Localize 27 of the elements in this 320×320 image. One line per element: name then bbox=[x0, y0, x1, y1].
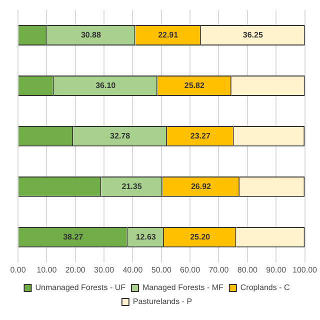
x-tick-label: 80.00 bbox=[237, 265, 258, 274]
data-label: 36.10 bbox=[96, 80, 116, 90]
legend-label: Croplands - C bbox=[240, 283, 290, 292]
legend-label: Managed Forests - MF bbox=[142, 283, 224, 292]
legend-label: Pasturelands - P bbox=[132, 297, 192, 306]
x-tick-label: 0.00 bbox=[10, 265, 26, 274]
x-tick-label: 30.00 bbox=[94, 265, 115, 274]
data-label: 38.27 bbox=[63, 232, 84, 242]
x-tick-label: 100.00 bbox=[292, 265, 318, 274]
legend-label: Unmanaged Forests - UF bbox=[35, 283, 126, 292]
data-label: 36.25 bbox=[242, 30, 264, 40]
data-label: 12.63 bbox=[136, 232, 156, 242]
data-label: 25.20 bbox=[190, 232, 211, 242]
x-tick-label: 70.00 bbox=[208, 265, 230, 274]
x-tick-label: 60.00 bbox=[180, 265, 201, 274]
x-tick-label: 90.00 bbox=[266, 265, 287, 274]
x-tick-label: 50.00 bbox=[151, 265, 172, 274]
x-tick-label: 20.00 bbox=[65, 265, 86, 274]
data-label: 30.88 bbox=[80, 30, 102, 40]
x-tick-label: 10.00 bbox=[36, 265, 58, 274]
data-label: 32.78 bbox=[110, 131, 131, 140]
x-tick-label: 40.00 bbox=[122, 265, 144, 274]
data-label: 23.27 bbox=[190, 131, 211, 140]
data-label: 25.82 bbox=[184, 80, 205, 90]
data-label: 26.92 bbox=[190, 182, 212, 191]
data-label: 21.35 bbox=[122, 182, 142, 191]
data-label: 22.91 bbox=[158, 30, 179, 40]
